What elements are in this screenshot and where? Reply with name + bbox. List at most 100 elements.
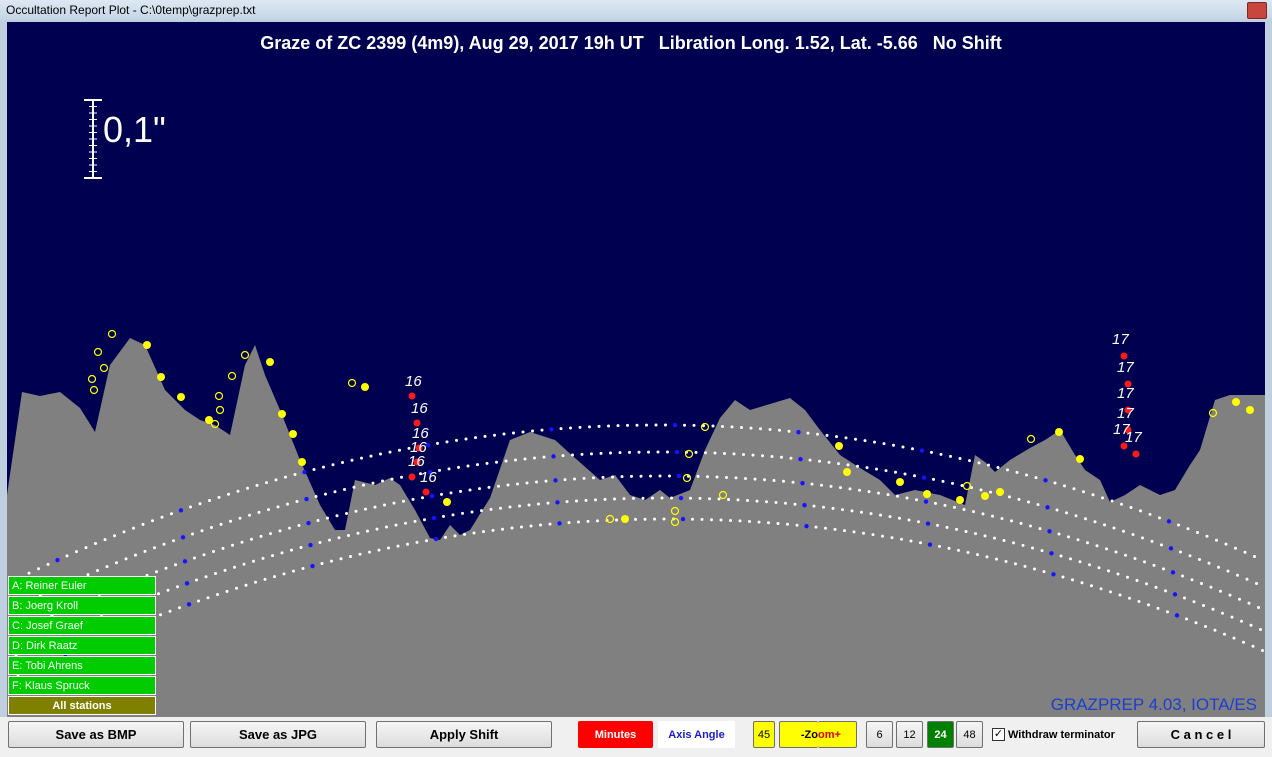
station-item[interactable]: C: Josef Graef [8, 616, 156, 635]
station-item[interactable]: E: Tobi Ahrens [8, 656, 156, 675]
track-dot [947, 546, 951, 550]
track-dot [191, 532, 194, 536]
scale-button[interactable]: 48 [956, 721, 983, 748]
track-dot [692, 423, 696, 427]
track-dot [1061, 575, 1065, 579]
step-button[interactable]: 45 [753, 721, 775, 748]
track-dot [406, 542, 409, 546]
minute-label: 17 [1117, 359, 1134, 376]
track-dot [782, 479, 785, 483]
cancel-button[interactable]: C a n c e l [1137, 721, 1265, 748]
blue-dot [182, 559, 188, 564]
track-dot [1183, 596, 1186, 600]
track-dot [474, 436, 477, 440]
track-dot [1057, 532, 1061, 536]
track-dot [706, 475, 709, 479]
track-dot [1014, 562, 1017, 566]
blue-dot [796, 429, 801, 435]
blue-dot [302, 469, 307, 475]
zoom-in-button[interactable]: om+ [818, 721, 857, 748]
track-dot [573, 477, 576, 481]
track-dot [510, 526, 514, 530]
scale-button[interactable]: 6 [866, 721, 893, 748]
track-dot [318, 541, 322, 545]
open-dot [347, 378, 357, 388]
event-dot [956, 496, 964, 504]
track-dot [1055, 508, 1059, 512]
track-dot [1247, 601, 1251, 605]
track-dot [1162, 567, 1165, 571]
open-dot [99, 363, 109, 373]
axis-angle-button[interactable]: Axis Angle [658, 721, 735, 748]
track-dot [668, 474, 671, 478]
track-dot [960, 483, 964, 487]
track-dot [607, 424, 610, 428]
track-dot [84, 546, 88, 550]
track-dot [172, 539, 175, 543]
blue-dot [431, 515, 437, 521]
track-dot [717, 497, 721, 501]
track-dot [974, 532, 977, 536]
track-dot [1086, 541, 1089, 545]
station-item[interactable]: A: Reiner Euler [8, 576, 156, 595]
track-dot [195, 578, 198, 582]
station-item[interactable]: D: Dirk Raatz [8, 636, 156, 655]
track-dot [759, 427, 762, 431]
station-item[interactable]: B: Joerg Kroll [8, 596, 156, 615]
track-dot [411, 497, 415, 501]
track-dot [377, 548, 381, 552]
track-dot [1038, 527, 1042, 531]
blue-dot [304, 496, 309, 502]
track-dot [1097, 566, 1101, 570]
track-dot [1116, 572, 1120, 576]
track-dot [1042, 570, 1046, 574]
apply-shift-button[interactable]: Apply Shift [376, 721, 552, 748]
track-dot [977, 461, 981, 465]
station-item[interactable]: F: Klaus Spruck [8, 676, 156, 695]
track-dot [407, 446, 411, 450]
open-dot [962, 481, 972, 491]
minute-label: 16 [405, 373, 422, 390]
track-dot [176, 585, 179, 589]
all-stations-button[interactable]: All stations [8, 696, 156, 715]
track-dot [331, 463, 335, 467]
minutes-button[interactable]: Minutes [578, 721, 653, 748]
track-dot [795, 523, 799, 527]
track-dot [293, 473, 297, 477]
track-dot [577, 520, 580, 524]
track-dot [168, 609, 172, 613]
track-dot [993, 536, 996, 540]
scale-button[interactable]: 24 [927, 721, 954, 748]
track-dot [1112, 526, 1116, 530]
track-dot [662, 517, 666, 521]
close-button[interactable] [1247, 2, 1267, 19]
track-dot [563, 478, 567, 482]
event-dot [1246, 406, 1254, 414]
track-dot [719, 518, 723, 522]
track-dot [694, 450, 698, 454]
save-jpg-button[interactable]: Save as JPG [190, 721, 366, 748]
track-dot [909, 539, 913, 543]
checkbox[interactable]: ✓ [992, 728, 1005, 741]
track-dot [1240, 619, 1243, 623]
track-dot [953, 505, 956, 509]
track-dot [1053, 481, 1057, 485]
minute-dot [1124, 426, 1132, 434]
track-dot [599, 451, 603, 455]
track-dot [793, 502, 797, 506]
event-dot [177, 393, 185, 401]
blue-dot [1172, 592, 1178, 597]
scale-button[interactable]: 12 [896, 721, 923, 748]
blue-dot [1045, 505, 1050, 510]
track-dot [1103, 523, 1106, 527]
track-dot [208, 498, 211, 502]
save-bmp-button[interactable]: Save as BMP [8, 721, 184, 748]
track-dot [189, 505, 192, 509]
zoom-out-button[interactable]: -Zo [779, 721, 818, 748]
track-dot [286, 502, 289, 506]
track-dot [330, 559, 333, 563]
track-dot [683, 423, 686, 427]
track-dot [592, 476, 595, 480]
track-dot [748, 519, 751, 523]
